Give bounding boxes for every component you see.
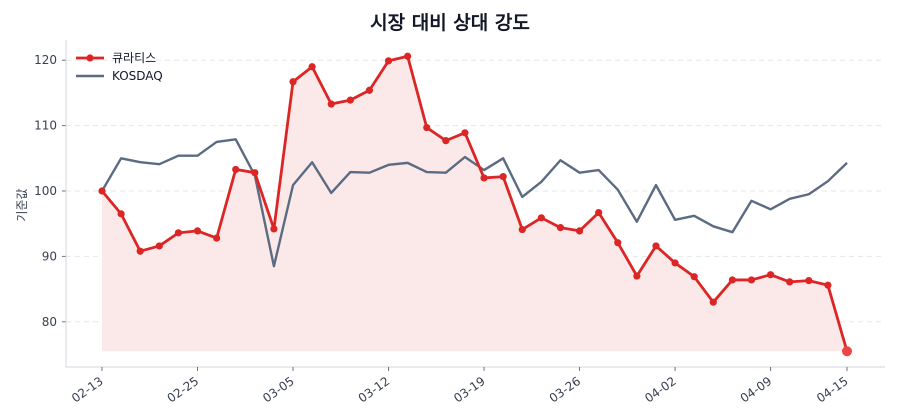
x-tick-label: 03-19: [451, 374, 488, 405]
data-point: [786, 278, 794, 286]
series-lines: [98, 52, 852, 357]
data-point: [155, 242, 163, 250]
data-point: [213, 234, 221, 242]
data-point: [575, 227, 584, 235]
data-point: [518, 225, 526, 234]
data-point: [232, 165, 240, 174]
x-tick-label: 02-13: [69, 374, 106, 405]
data-point: [480, 174, 488, 182]
data-point: [442, 137, 450, 145]
data-point: [537, 214, 545, 222]
y-tick-label: 90: [42, 249, 57, 263]
data-point: [805, 276, 813, 285]
x-tick-label: 04-15: [814, 374, 851, 405]
legend: 큐라티스 KOSDAQ: [76, 51, 163, 83]
data-point: [423, 123, 431, 132]
x-tick-label: 02-25: [165, 374, 202, 405]
legend-label-quratis: 큐라티스: [112, 51, 156, 65]
x-tick-label: 03-12: [356, 374, 393, 405]
data-point: [671, 259, 679, 267]
data-point: [652, 242, 660, 250]
x-tick-label: 03-26: [547, 374, 584, 405]
data-point: [384, 57, 393, 65]
data-point: [251, 169, 259, 177]
y-tick-label: 120: [34, 53, 57, 67]
data-point: [824, 281, 832, 289]
legend-label-kosdaq: KOSDAQ: [112, 69, 163, 83]
area-fill: [102, 56, 847, 352]
data-point: [346, 96, 354, 104]
data-point: [174, 229, 183, 237]
quratis-line: [100, 54, 849, 352]
x-tick-label: 03-05: [260, 374, 297, 405]
data-point: [365, 86, 374, 94]
data-point: [289, 78, 297, 86]
data-point: [690, 273, 698, 281]
y-tick-label: 80: [42, 315, 57, 329]
data-point: [614, 239, 622, 247]
data-point: [98, 187, 106, 195]
data-point: [709, 298, 717, 306]
data-point: [270, 225, 278, 233]
data-point: [766, 271, 775, 279]
x-tick-label: 04-09: [738, 374, 775, 405]
legend-marker-quratis: [86, 54, 94, 62]
data-point: [728, 276, 736, 284]
data-point: [117, 210, 125, 218]
y-axis-label: 기준값: [15, 188, 29, 221]
data-point: [193, 227, 202, 235]
data-point: [308, 63, 316, 71]
data-point: [595, 208, 603, 217]
data-point: [499, 173, 507, 181]
x-tick-label: 04-02: [642, 374, 679, 405]
data-point: [327, 100, 335, 108]
area-fill-quratis: [102, 56, 847, 352]
last-point-marker: [842, 346, 852, 357]
y-tick-label: 110: [34, 119, 57, 133]
data-point: [747, 276, 756, 284]
data-point: [556, 224, 565, 232]
data-point: [136, 247, 144, 255]
data-point: [404, 52, 412, 60]
chart-title: 시장 대비 상대 강도: [370, 12, 530, 34]
kosdaq-line: [100, 138, 848, 268]
y-tick-label: 100: [34, 184, 57, 198]
data-point: [633, 272, 641, 280]
data-point: [461, 129, 469, 137]
